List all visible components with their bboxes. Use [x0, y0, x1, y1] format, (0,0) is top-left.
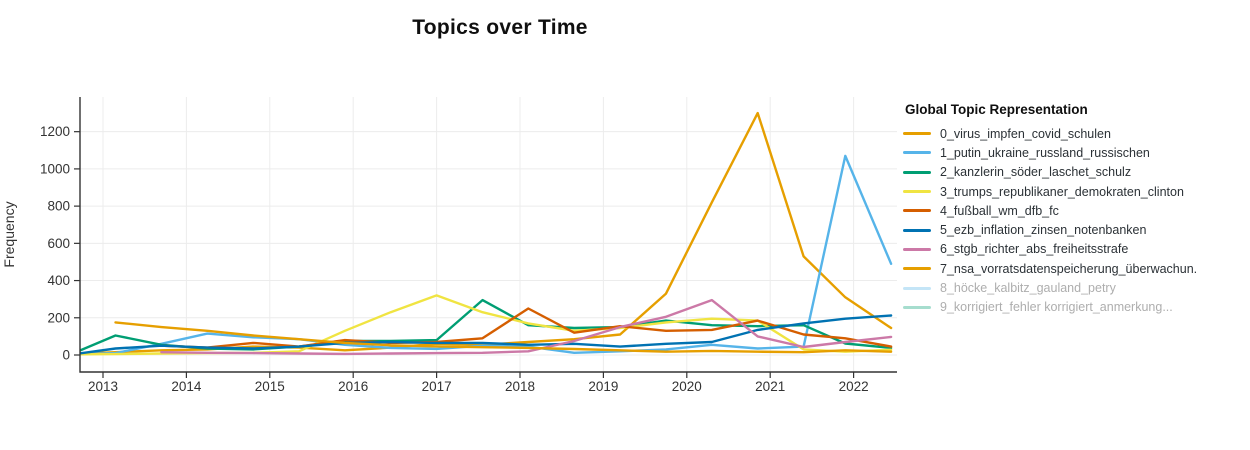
x-tick-label: 2013: [88, 379, 118, 394]
x-tick-label: 2022: [839, 379, 869, 394]
legend-item-0[interactable]: 0_virus_impfen_covid_schulen: [903, 124, 1233, 143]
plot-area[interactable]: [80, 97, 897, 372]
x-tick-label: 2016: [338, 379, 368, 394]
legend-swatch: [903, 228, 931, 232]
legend-label: 2_kanzlerin_söder_laschet_schulz: [940, 165, 1132, 180]
y-tick-label: 1000: [40, 161, 70, 176]
y-tick-label: 200: [47, 310, 70, 325]
series-line-1[interactable]: [71, 154, 893, 356]
y-tick-label: 800: [47, 199, 70, 214]
legend-swatch: [903, 132, 931, 136]
y-tick-label: 0: [62, 348, 70, 363]
series-line-5[interactable]: [71, 314, 893, 355]
legend-title: Global Topic Representation: [905, 102, 1088, 117]
x-tick-label: 2017: [422, 379, 452, 394]
x-tick-label: 2018: [505, 379, 535, 394]
legend-swatch: [903, 267, 931, 271]
legend-label: 1_putin_ukraine_russland_russischen: [940, 145, 1150, 160]
y-tick-label: 600: [47, 236, 70, 251]
legend: Global Topic Representation 0_virus_impf…: [903, 102, 1233, 317]
y-axis-title: Frequency: [1, 201, 17, 267]
chart-title: Topics over Time: [412, 16, 588, 39]
legend-label: 7_nsa_vorratsdatenspeicherung_überwachun…: [940, 261, 1198, 276]
legend-item-6[interactable]: 6_stgb_richter_abs_freiheitsstrafe: [903, 240, 1233, 259]
x-tick-label: 2019: [588, 379, 618, 394]
legend-item-5[interactable]: 5_ezb_inflation_zinsen_notenbanken: [903, 220, 1233, 239]
legend-swatch: [903, 151, 931, 155]
y-tick-label: 400: [47, 273, 70, 288]
legend-label: 6_stgb_richter_abs_freiheitsstrafe: [940, 242, 1129, 257]
legend-item-9[interactable]: 9_korrigiert_fehler korrigiert_anmerkung…: [903, 298, 1233, 317]
legend-item-7[interactable]: 7_nsa_vorratsdatenspeicherung_überwachun…: [903, 259, 1233, 278]
legend-label: 5_ezb_inflation_zinsen_notenbanken: [940, 223, 1147, 238]
y-tick-label: 1200: [40, 124, 70, 139]
x-tick-label: 2020: [672, 379, 702, 394]
legend-label: 9_korrigiert_fehler korrigiert_anmerkung…: [940, 300, 1173, 315]
legend-item-3[interactable]: 3_trumps_republikaner_demokraten_clinton: [903, 182, 1233, 201]
legend-swatch: [903, 190, 931, 194]
legend-items: 0_virus_impfen_covid_schulen 1_putin_ukra…: [903, 124, 1233, 317]
legend-swatch: [903, 286, 931, 290]
legend-swatch: [903, 305, 931, 309]
x-tick-label: 2014: [171, 379, 202, 394]
legend-label: 3_trumps_republikaner_demokraten_clinton: [940, 184, 1184, 199]
legend-item-1[interactable]: 1_putin_ukraine_russland_russischen: [903, 143, 1233, 162]
legend-label: 4_fußball_wm_dfb_fc: [940, 203, 1059, 218]
legend-item-8[interactable]: 8_höcke_kalbitz_gauland_petry: [903, 278, 1233, 297]
legend-label: 8_höcke_kalbitz_gauland_petry: [940, 281, 1116, 296]
legend-swatch: [903, 209, 931, 213]
legend-swatch: [903, 170, 931, 174]
legend-swatch: [903, 247, 931, 251]
legend-item-4[interactable]: 4_fußball_wm_dfb_fc: [903, 201, 1233, 220]
x-tick-label: 2021: [755, 379, 785, 394]
series-line-7[interactable]: [114, 321, 893, 354]
legend-item-2[interactable]: 2_kanzlerin_söder_laschet_schulz: [903, 163, 1233, 182]
series-line-6[interactable]: [160, 298, 893, 356]
axis-spines: [79, 97, 897, 373]
series-line-4[interactable]: [160, 307, 893, 349]
x-tick-label: 2015: [255, 379, 285, 394]
legend-label: 0_virus_impfen_covid_schulen: [940, 126, 1111, 141]
